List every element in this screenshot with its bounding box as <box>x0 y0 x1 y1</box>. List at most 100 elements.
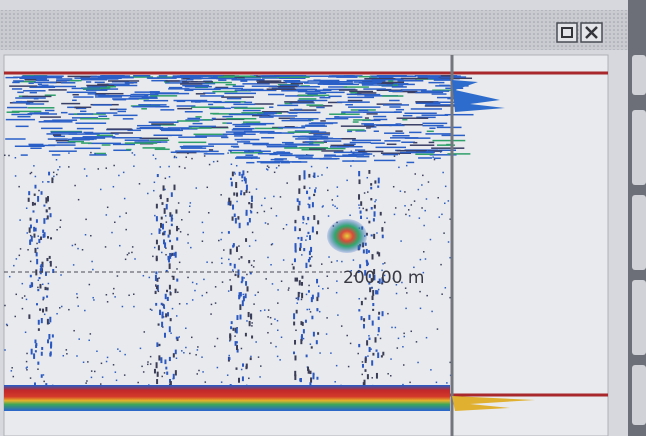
echo-dot <box>251 203 253 208</box>
echo-dot <box>428 181 430 183</box>
echo-dot <box>271 323 273 325</box>
echo-dot <box>405 308 407 310</box>
echo-dot <box>158 344 160 346</box>
echo-dot <box>337 186 339 188</box>
echo-dot <box>156 256 158 261</box>
echo-dot <box>178 336 180 338</box>
echo-dot <box>343 86 369 88</box>
echo-dot <box>241 112 263 114</box>
echo-dot <box>362 364 364 368</box>
echo-dot <box>133 306 135 308</box>
fish-school <box>327 219 367 253</box>
echo-dot <box>160 109 174 111</box>
echo-dot <box>347 129 365 131</box>
echo-dot <box>156 342 158 347</box>
echo-dot <box>279 359 281 361</box>
echo-dot <box>18 186 20 188</box>
echo-dot <box>260 162 280 164</box>
echo-dot <box>90 333 92 335</box>
echo-dot <box>384 262 386 264</box>
echo-dot <box>159 228 161 234</box>
maximize-button[interactable] <box>557 23 577 42</box>
echo-dot <box>234 335 236 337</box>
echo-dot <box>105 246 107 248</box>
echo-dot <box>305 239 307 241</box>
echo-dot <box>262 114 268 116</box>
echo-dot <box>196 373 198 375</box>
echo-dot <box>186 79 193 81</box>
echo-dot <box>165 215 167 217</box>
echo-dot <box>34 194 36 196</box>
side-button[interactable] <box>632 365 646 425</box>
side-button[interactable] <box>632 110 646 185</box>
echo-dot <box>404 191 406 193</box>
side-button[interactable] <box>632 195 646 270</box>
echo-dot <box>295 86 320 88</box>
echo-dot <box>283 259 285 261</box>
echo-dot <box>33 77 62 79</box>
echo-dot <box>39 284 41 289</box>
echo-dot <box>278 165 280 167</box>
echo-dot <box>33 234 35 238</box>
echo-dot <box>5 138 25 140</box>
echo-dot <box>53 134 61 136</box>
echo-dot <box>19 255 21 256</box>
echo-dot <box>117 348 119 350</box>
echo-dot <box>260 132 282 134</box>
echo-dot <box>295 245 297 250</box>
echo-dot <box>361 374 363 376</box>
echo-dot <box>223 249 225 251</box>
side-button[interactable] <box>632 55 646 95</box>
echo-dot <box>182 85 209 87</box>
echo-dot <box>158 277 160 279</box>
echo-dot <box>321 174 323 176</box>
echo-dot <box>204 155 206 157</box>
echo-dot <box>67 92 97 94</box>
echo-dot <box>189 211 191 213</box>
echo-dot <box>376 373 378 379</box>
echo-dot <box>339 89 358 91</box>
echo-dot <box>39 277 41 279</box>
echo-dot <box>51 177 53 183</box>
echo-dot <box>165 367 167 370</box>
echo-dot <box>143 147 166 149</box>
echo-dot <box>236 246 238 251</box>
echo-dot <box>194 290 196 292</box>
echo-dot <box>63 355 65 357</box>
echo-dot <box>165 294 167 299</box>
echo-dot <box>249 218 251 222</box>
echo-dot <box>292 264 294 266</box>
echo-dot <box>160 194 162 199</box>
echo-dot <box>68 139 94 141</box>
echo-dot <box>113 99 126 101</box>
echo-dot <box>35 176 37 178</box>
echo-dot <box>255 240 256 242</box>
echo-dot <box>238 295 240 299</box>
echo-dot <box>286 182 288 184</box>
echo-dot <box>319 97 330 99</box>
echo-dot <box>131 252 133 254</box>
echo-dot <box>171 253 173 256</box>
echo-dot <box>72 100 77 102</box>
echo-dot <box>233 192 235 195</box>
echo-dot <box>358 194 360 199</box>
echo-dot <box>253 303 255 305</box>
echo-dot <box>277 302 279 304</box>
side-button[interactable] <box>632 280 646 355</box>
echo-dot <box>308 285 310 287</box>
echo-dot <box>94 153 106 155</box>
echo-dot <box>232 328 234 331</box>
echo-dot <box>246 320 248 322</box>
echo-dot <box>90 152 92 154</box>
echo-dot <box>187 242 189 244</box>
echo-dot <box>359 207 361 209</box>
echo-dot <box>66 349 68 351</box>
echo-dot <box>125 212 127 214</box>
echo-dot <box>36 80 49 82</box>
echo-dot <box>260 365 262 367</box>
echo-dot <box>112 137 141 139</box>
echo-dot <box>212 118 216 120</box>
echo-dot <box>374 160 395 162</box>
echo-dot <box>248 378 250 380</box>
echo-dot <box>378 289 380 291</box>
